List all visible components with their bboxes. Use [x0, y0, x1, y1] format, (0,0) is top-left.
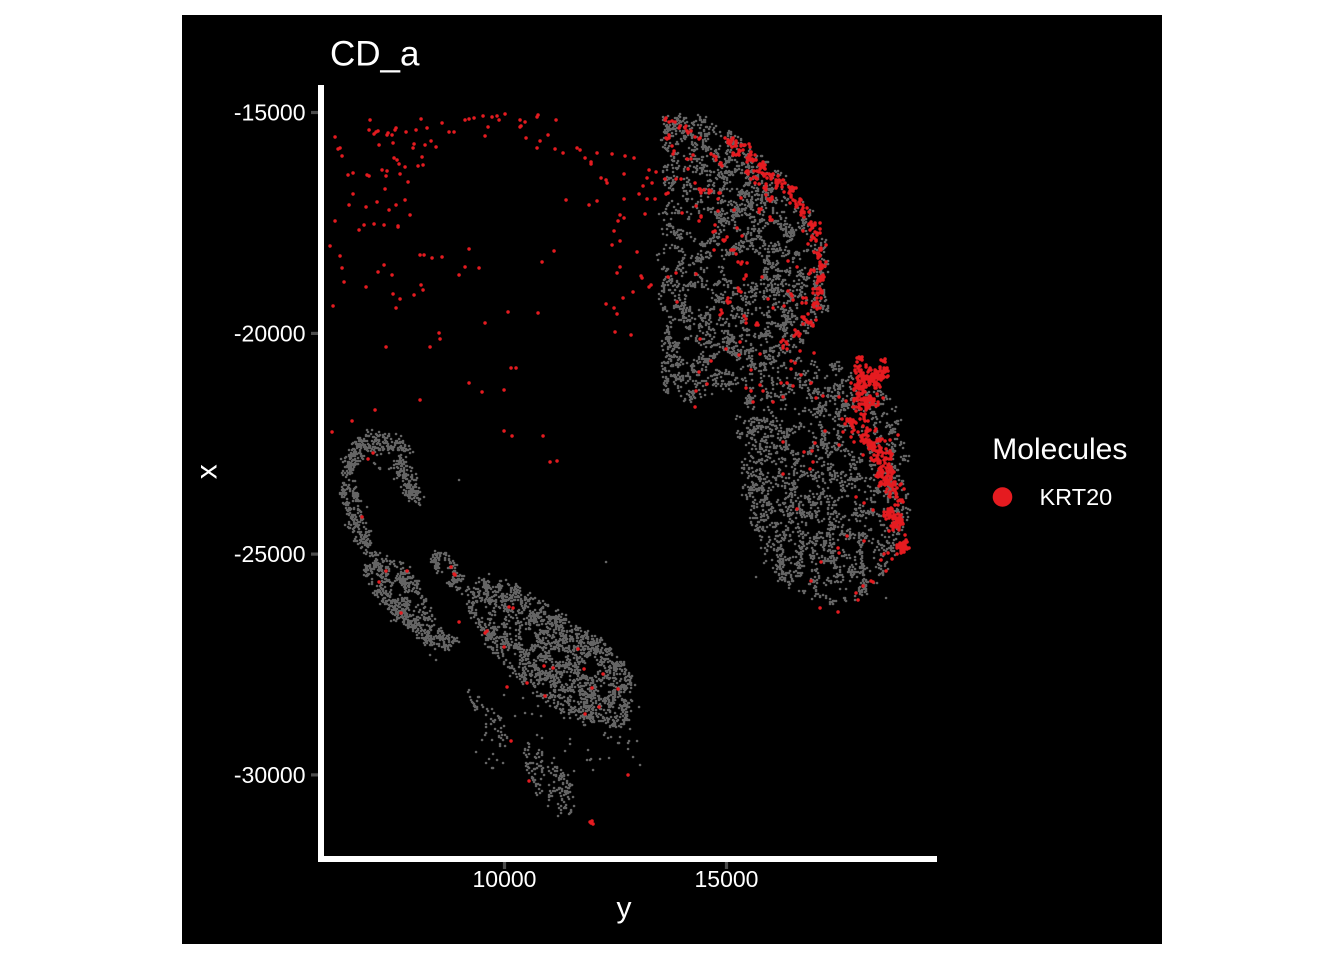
svg-text:15000: 15000: [695, 866, 759, 892]
svg-text:-30000: -30000: [234, 762, 306, 788]
svg-text:CD_a: CD_a: [330, 34, 420, 73]
svg-text:KRT20: KRT20: [1040, 484, 1113, 510]
svg-text:-20000: -20000: [234, 321, 306, 347]
svg-text:x: x: [191, 464, 224, 479]
svg-text:Molecules: Molecules: [992, 433, 1127, 466]
svg-text:10000: 10000: [473, 866, 537, 892]
svg-text:-25000: -25000: [234, 541, 306, 567]
svg-text:-15000: -15000: [234, 100, 306, 126]
svg-text:y: y: [617, 891, 632, 924]
